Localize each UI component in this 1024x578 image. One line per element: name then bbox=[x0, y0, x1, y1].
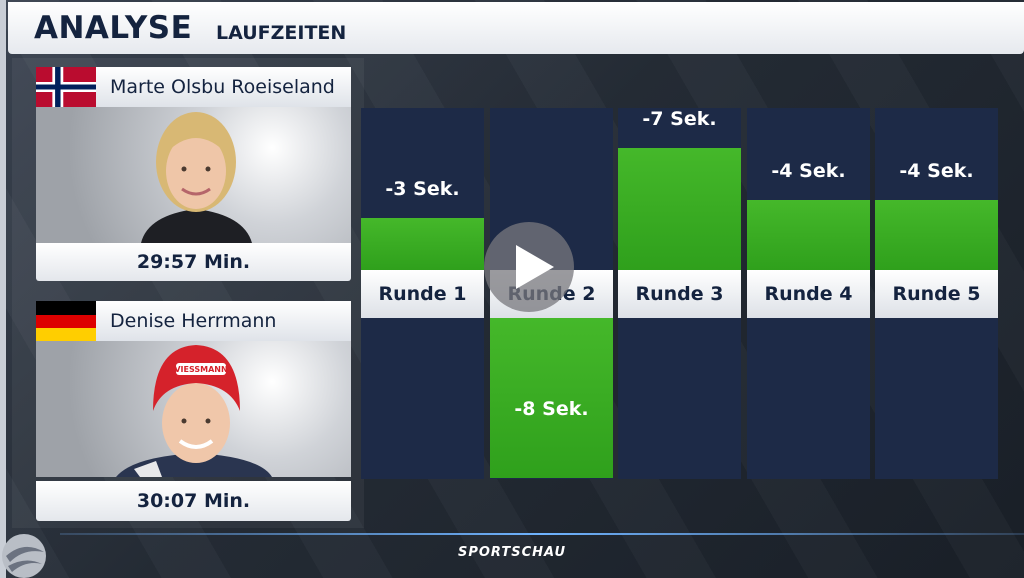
page-title: ANALYSE bbox=[34, 10, 193, 46]
chart-data-label-5: -4 Sek. bbox=[899, 160, 974, 182]
page-subtitle: LAUFZEITEN bbox=[216, 22, 347, 44]
footer-brand: SPORTSCHAU bbox=[457, 545, 567, 560]
chart-bar-4 bbox=[747, 200, 870, 270]
header-bar: ANALYSE LAUFZEITEN bbox=[8, 2, 1024, 54]
germany-flag-icon bbox=[36, 301, 96, 341]
chart-category-label-3: Runde 3 bbox=[618, 270, 741, 318]
athlete-card-1: Marte Olsbu Roeiseland 29:57 Min. bbox=[36, 67, 351, 281]
chart-column-3: -7 Sek. Runde 3 bbox=[618, 108, 741, 479]
chart-bar-3 bbox=[618, 147, 741, 270]
cap-logo-text: VIESSMANN bbox=[174, 365, 227, 374]
athlete-name-2: Denise Herrmann bbox=[96, 301, 351, 341]
chart-bar-5 bbox=[875, 200, 998, 270]
laufzeiten-chart: -3 Sek.Runde 1-8 Sek.Runde 2-7 Sek.Runde… bbox=[361, 108, 998, 479]
left-edge-strip bbox=[0, 0, 6, 578]
norway-flag-icon bbox=[36, 67, 96, 107]
athlete-time-2: 30:07 Min. bbox=[36, 481, 351, 521]
play-icon bbox=[516, 245, 554, 289]
chart-column-5: -4 Sek. Runde 5 bbox=[875, 108, 998, 479]
chart-bar-1 bbox=[361, 217, 484, 270]
chart-data-label-3: -7 Sek. bbox=[642, 107, 717, 130]
athlete-photo-2: VIESSMANN bbox=[36, 341, 351, 477]
athlete-time-1: 29:57 Min. bbox=[36, 243, 351, 281]
play-button[interactable] bbox=[484, 222, 574, 312]
athlete-photo-1 bbox=[36, 107, 351, 243]
chart-category-label-4: Runde 4 bbox=[747, 270, 870, 318]
chart-column-1: -3 Sek. Runde 1 bbox=[361, 108, 484, 479]
chart-category-label-5: Runde 5 bbox=[875, 270, 998, 318]
sportschau-logo-icon bbox=[2, 534, 46, 578]
chart-data-label-4: -4 Sek. bbox=[771, 160, 846, 182]
footer-line bbox=[60, 533, 1024, 535]
chart-data-label-1: -3 Sek. bbox=[385, 177, 460, 200]
chart-bar-2 bbox=[490, 318, 613, 478]
chart-category-label-1: Runde 1 bbox=[361, 270, 484, 318]
athlete-name-1: Marte Olsbu Roeiseland bbox=[96, 67, 351, 107]
chart-data-label-2: -8 Sek. bbox=[514, 398, 589, 420]
athlete-card-2: Denise Herrmann VIESSMANN 30:07 Min. bbox=[36, 301, 351, 521]
chart-column-4: -4 Sek. Runde 4 bbox=[747, 108, 870, 479]
